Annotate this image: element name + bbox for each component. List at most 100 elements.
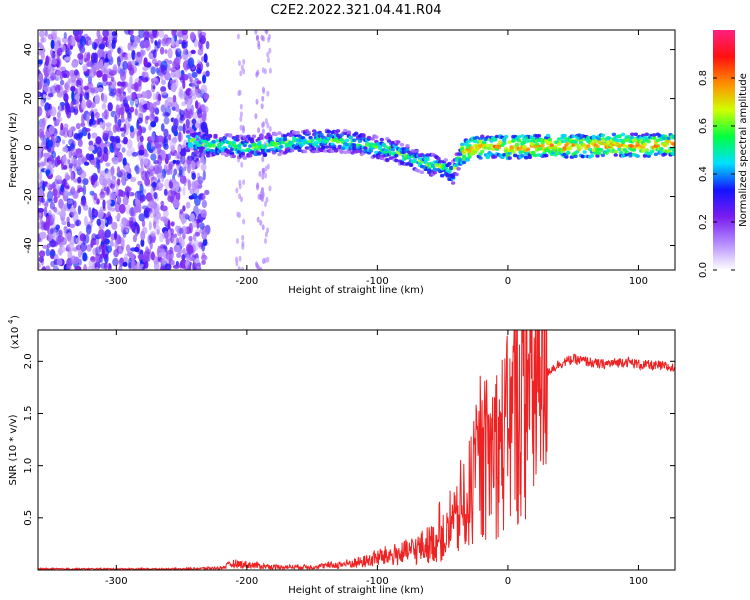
- noise-cell: [203, 53, 208, 64]
- noise-cell: [68, 163, 73, 169]
- noise-cell: [160, 91, 168, 96]
- noise-cell: [61, 155, 67, 166]
- noise-cell: [46, 215, 51, 227]
- ridge-cell: [242, 156, 247, 160]
- noise-cell: [192, 154, 199, 163]
- noise-cell: [106, 200, 112, 205]
- noise-cell: [126, 95, 131, 101]
- noise-cell: [192, 239, 200, 251]
- noise-cell: [178, 131, 182, 143]
- noise-cell: [129, 125, 134, 133]
- streak-cell: [266, 51, 270, 58]
- ridge-cell: [454, 172, 459, 177]
- snr-y-scale-base: (x10: [10, 327, 21, 350]
- ridge-cell: [235, 138, 240, 142]
- ridge-cell: [489, 139, 494, 143]
- noise-cell: [66, 232, 72, 242]
- noise-cell: [196, 93, 202, 98]
- ridge-cell: [324, 145, 330, 149]
- noise-cell: [38, 70, 41, 75]
- noise-cell: [158, 252, 164, 258]
- noise-cell: [197, 176, 204, 185]
- colorbar-tick-label: 0.2: [698, 214, 709, 230]
- noise-cell: [179, 175, 187, 184]
- ridge-cell: [240, 151, 246, 156]
- streak-cell: [261, 210, 265, 217]
- noise-cell: [139, 49, 144, 58]
- noise-cell: [107, 50, 112, 60]
- noise-cell: [172, 159, 177, 164]
- streak-cell: [268, 185, 272, 192]
- ridge-cell: [472, 139, 478, 144]
- noise-cell: [59, 79, 65, 86]
- noise-cell: [203, 105, 209, 113]
- noise-cell: [201, 114, 206, 122]
- y-tick-label: 0.5: [23, 510, 34, 526]
- noise-cell: [125, 117, 130, 127]
- ridge-cell: [514, 142, 520, 147]
- noise-cell: [191, 118, 197, 125]
- noise-cell: [96, 198, 100, 205]
- noise-cell: [157, 39, 162, 45]
- noise-cell: [118, 169, 126, 178]
- noise-cell: [122, 196, 129, 206]
- noise-cell: [182, 205, 186, 212]
- noise-cell: [47, 139, 53, 148]
- noise-cell: [157, 145, 162, 154]
- noise-cell: [157, 154, 163, 166]
- ridge-cell: [346, 150, 352, 154]
- noise-cell: [44, 102, 51, 112]
- ridge-cell: [566, 151, 571, 155]
- ridge-cell: [227, 141, 233, 145]
- ridge-cell: [630, 132, 635, 137]
- ridge-cell: [346, 130, 352, 134]
- ridge-cell: [666, 136, 671, 141]
- noise-cell: [176, 225, 182, 237]
- noise-cell: [111, 40, 116, 50]
- noise-cell: [127, 42, 131, 51]
- noise-cell: [86, 113, 90, 124]
- streak-cell: [242, 179, 246, 186]
- noise-cell: [38, 150, 42, 162]
- noise-cell: [171, 30, 177, 37]
- noise-cell: [96, 70, 103, 78]
- ridge-cell: [617, 144, 622, 148]
- ridge-cell: [405, 144, 410, 148]
- y-tick-label: 1.5: [23, 406, 34, 422]
- noise-cell: [181, 41, 188, 49]
- ridge-cell: [456, 167, 461, 171]
- colorbar-tick-label: 0.4: [698, 166, 709, 182]
- noise-cell: [111, 221, 118, 230]
- streak-cell: [261, 128, 265, 135]
- noise-cell: [148, 164, 154, 170]
- figure-title: C2E2.2022.321.04.41.R04: [270, 3, 441, 18]
- noise-cell: [115, 95, 120, 102]
- noise-cell: [46, 198, 54, 203]
- noise-cell: [168, 60, 173, 65]
- noise-cell: [124, 164, 130, 172]
- noise-cell: [150, 66, 156, 75]
- noise-cell: [127, 112, 132, 122]
- ridge-cell: [467, 155, 472, 159]
- ridge-cell: [204, 144, 209, 148]
- noise-cell: [180, 76, 185, 84]
- noise-cell: [48, 125, 56, 135]
- noise-cell: [61, 220, 67, 226]
- ridge-cell: [502, 141, 507, 145]
- ridge-cell: [492, 155, 498, 159]
- ridge-cell: [324, 139, 330, 143]
- ridge-cell: [432, 170, 437, 175]
- ridge-cell: [502, 152, 507, 157]
- noise-cell: [61, 37, 69, 44]
- noise-cell: [55, 175, 62, 183]
- snr-series-line: [38, 330, 675, 570]
- noise-cell: [77, 139, 83, 148]
- ridge-cell: [419, 170, 425, 174]
- noise-cell: [175, 69, 182, 79]
- streak-cell: [255, 34, 259, 41]
- ridge-cell: [185, 148, 191, 153]
- x-tick-label: 100: [629, 576, 648, 587]
- noise-cell: [145, 115, 150, 121]
- noise-cell: [102, 180, 107, 191]
